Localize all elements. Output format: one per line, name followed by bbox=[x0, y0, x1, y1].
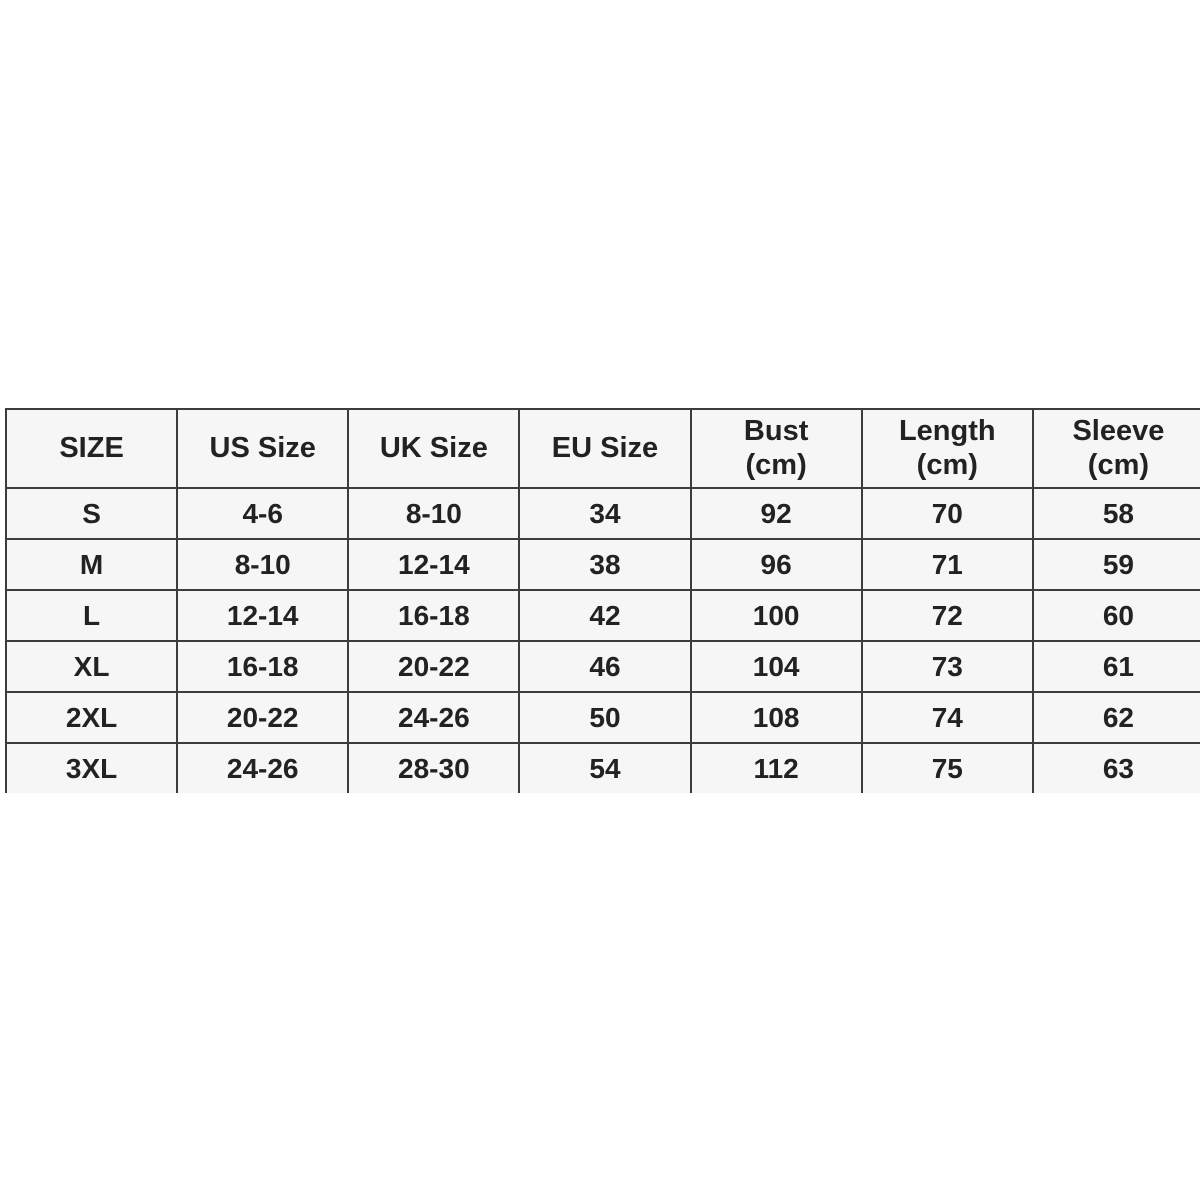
column-header-label: Length bbox=[898, 415, 996, 448]
table-cell-uk-size: 16-18 bbox=[347, 589, 521, 642]
table-cell-bust: 100 bbox=[689, 589, 863, 642]
table-cell-uk-size: 24-26 bbox=[347, 691, 521, 744]
table-row: L 12-14 16-18 42 100 72 60 bbox=[5, 589, 1200, 642]
column-header-unit: (cm) bbox=[1087, 448, 1150, 481]
column-header-bust: Bust (cm) bbox=[689, 408, 863, 489]
column-header-unit: (cm) bbox=[745, 448, 807, 481]
table-cell-uk-size: 28-30 bbox=[347, 742, 521, 793]
table-cell-us-size: 8-10 bbox=[176, 538, 350, 591]
size-chart-header: SIZE US Size UK Size EU Size Bust (cm) Length(… bbox=[5, 408, 1200, 489]
table-cell-eu-size: 46 bbox=[518, 640, 692, 693]
table-cell-us-size: 24-26 bbox=[176, 742, 350, 793]
table-cell-eu-size: 38 bbox=[518, 538, 692, 591]
table-row: 2XL 20-22 24-26 50 108 74 62 bbox=[5, 691, 1200, 744]
column-header-label: US Size bbox=[209, 431, 316, 464]
size-chart-container: SIZE US Size UK Size EU Size Bust (cm) Length(… bbox=[5, 408, 1200, 798]
table-cell-length: 70 bbox=[860, 487, 1034, 540]
column-header-unit: (cm) bbox=[916, 448, 978, 481]
table-cell-length: 74 bbox=[860, 691, 1034, 744]
table-cell-bust: 108 bbox=[689, 691, 863, 744]
column-header-label: Sleeve bbox=[1072, 415, 1165, 448]
table-cell-size: 3XL bbox=[5, 742, 179, 793]
table-cell-size: 2XL bbox=[5, 691, 179, 744]
table-cell-us-size: 4-6 bbox=[176, 487, 350, 540]
column-header-uk-size: UK Size bbox=[347, 408, 521, 489]
table-cell-sleeve: 61 bbox=[1031, 640, 1200, 693]
table-row: M 8-10 12-14 38 96 71 59 bbox=[5, 538, 1200, 591]
column-header-length: Length (cm) bbox=[860, 408, 1034, 489]
size-chart-table: SIZE US Size UK Size EU Size Bust (cm) Length(… bbox=[5, 408, 1200, 793]
column-header-us-size: US Size bbox=[176, 408, 350, 489]
table-cell-bust: 104 bbox=[689, 640, 863, 693]
table-cell-us-size: 20-22 bbox=[176, 691, 350, 744]
table-cell-sleeve: 58 bbox=[1031, 487, 1200, 540]
table-row: S 4-6 8-10 34 92 70 58 bbox=[5, 487, 1200, 540]
column-header-label: SIZE bbox=[59, 431, 124, 464]
table-row: XL 16-18 20-22 46 104 73 61 bbox=[5, 640, 1200, 693]
table-cell-eu-size: 54 bbox=[518, 742, 692, 793]
table-cell-uk-size: 20-22 bbox=[347, 640, 521, 693]
table-header-row: SIZE US Size UK Size EU Size Bust (cm) Length(… bbox=[5, 408, 1200, 489]
table-cell-eu-size: 50 bbox=[518, 691, 692, 744]
column-header-label: Bust bbox=[743, 415, 809, 448]
table-cell-sleeve: 60 bbox=[1031, 589, 1200, 642]
table-cell-bust: 92 bbox=[689, 487, 863, 540]
table-cell-length: 75 bbox=[860, 742, 1034, 793]
table-cell-sleeve: 59 bbox=[1031, 538, 1200, 591]
column-header-label: UK Size bbox=[379, 431, 488, 464]
table-cell-size: S bbox=[5, 487, 179, 540]
table-cell-uk-size: 12-14 bbox=[347, 538, 521, 591]
table-cell-eu-size: 34 bbox=[518, 487, 692, 540]
table-cell-eu-size: 42 bbox=[518, 589, 692, 642]
size-chart-body: S 4-6 8-10 34 92 70 58 M 8-10 12-14 38 96 71 59 L 12-14… bbox=[5, 487, 1200, 793]
table-cell-sleeve: 62 bbox=[1031, 691, 1200, 744]
table-cell-us-size: 12-14 bbox=[176, 589, 350, 642]
table-cell-length: 71 bbox=[860, 538, 1034, 591]
table-cell-length: 72 bbox=[860, 589, 1034, 642]
column-header-eu-size: EU Size bbox=[518, 408, 692, 489]
table-cell-uk-size: 8-10 bbox=[347, 487, 521, 540]
table-cell-bust: 112 bbox=[689, 742, 863, 793]
table-cell-us-size: 16-18 bbox=[176, 640, 350, 693]
column-header-size: SIZE bbox=[5, 408, 179, 489]
table-cell-size: XL bbox=[5, 640, 179, 693]
column-header-sleeve: Sleeve (cm) bbox=[1031, 408, 1200, 489]
table-cell-size: M bbox=[5, 538, 179, 591]
table-cell-bust: 96 bbox=[689, 538, 863, 591]
table-cell-length: 73 bbox=[860, 640, 1034, 693]
column-header-label: EU Size bbox=[551, 431, 659, 464]
table-row: 3XL 24-26 28-30 54 112 75 63 bbox=[5, 742, 1200, 793]
table-cell-sleeve: 63 bbox=[1031, 742, 1200, 793]
table-cell-size: L bbox=[5, 589, 179, 642]
